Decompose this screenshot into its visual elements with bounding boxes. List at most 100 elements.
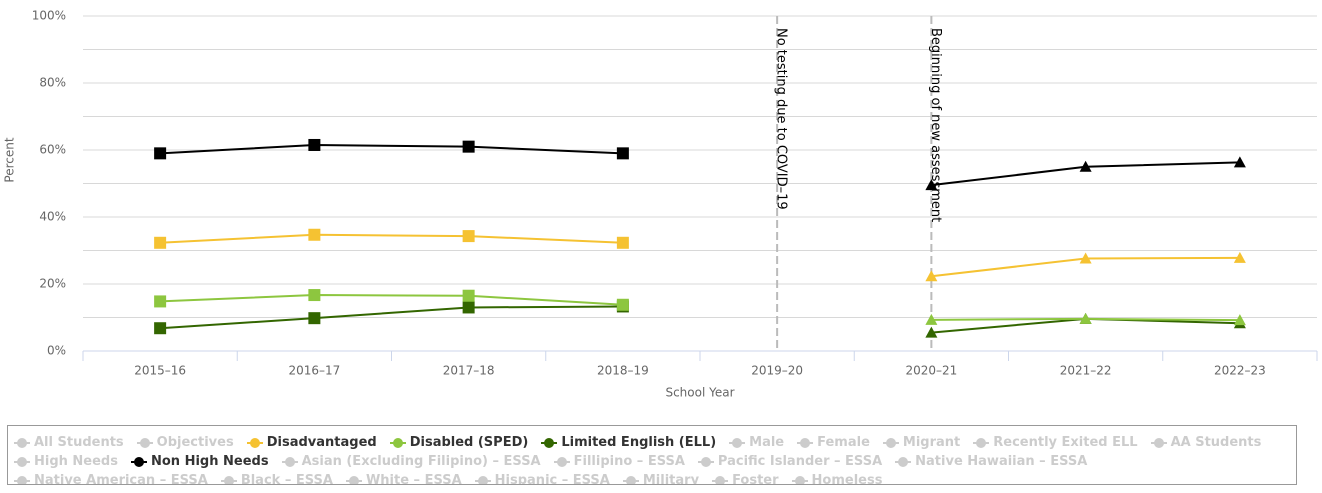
legend-label: Native Hawaiian – ESSA	[915, 454, 1088, 469]
legend-item[interactable]: Male	[729, 434, 784, 451]
legend-label: Hispanic – ESSA	[494, 473, 610, 485]
series-line	[160, 143, 1240, 187]
x-tick-label: 2017–18	[443, 364, 495, 378]
marker	[154, 236, 167, 249]
legend-symbol	[474, 475, 491, 484]
legend-dot	[885, 437, 896, 448]
legend-item[interactable]: Migrant	[882, 434, 961, 451]
legend-label: Recently Exited ELL	[993, 435, 1138, 450]
legend-item[interactable]: Fillipino – ESSA	[553, 453, 685, 470]
legend-symbol	[220, 475, 237, 484]
marker	[462, 140, 475, 153]
legend-item[interactable]: Native American – ESSA	[14, 472, 208, 485]
legend-dot	[800, 437, 811, 448]
marker	[1233, 251, 1246, 263]
legend-dot	[17, 437, 27, 448]
x-tick-label: 2019–20	[751, 364, 803, 378]
legend-dot	[17, 475, 27, 484]
marker	[308, 312, 321, 325]
legend-item[interactable]: Military	[622, 472, 700, 485]
legend-dot	[348, 475, 359, 484]
legend-item[interactable]: Foster	[712, 472, 779, 485]
legend-item[interactable]: Pacific Islander – ESSA	[697, 453, 883, 470]
legend-item[interactable]: Hispanic – ESSA	[474, 472, 610, 485]
marker	[1233, 156, 1246, 168]
marker	[308, 228, 321, 241]
legend-item[interactable]: Disadvantaged	[246, 434, 377, 451]
legend-label: AA Students	[1170, 435, 1262, 450]
legend-dot	[898, 456, 909, 467]
marker	[1079, 252, 1092, 264]
marker	[925, 313, 938, 325]
legend: All Students Objectives Disadvantaged Disab…	[7, 425, 1297, 485]
legend-label: Male	[749, 435, 785, 450]
x-tick-label: 2018–19	[597, 364, 649, 378]
marker	[1079, 312, 1092, 324]
marker	[616, 236, 629, 249]
legend-symbol	[712, 475, 729, 484]
legend-label: Black – ESSA	[240, 473, 333, 485]
legend-label: Asian (Excluding Filipino) – ESSA	[301, 454, 541, 469]
series-line	[160, 233, 1240, 278]
legend-label: Fillipino – ESSA	[573, 454, 685, 469]
legend-symbol	[345, 475, 362, 484]
legend-item[interactable]: Disabled (SPED)	[389, 434, 529, 451]
marker	[925, 270, 938, 282]
marker	[616, 147, 629, 160]
legend-label: Migrant	[902, 435, 961, 450]
x-axis-label: School Year	[665, 386, 734, 400]
legend-label: Homeless	[811, 473, 883, 485]
marker	[1079, 160, 1092, 172]
legend-dot	[223, 475, 234, 484]
legend-dot	[392, 437, 403, 448]
legend-label: Native American – ESSA	[34, 473, 208, 485]
legend-symbol	[895, 456, 912, 467]
legend-label: Pacific Islander – ESSA	[717, 454, 883, 469]
legend-symbol	[697, 456, 714, 467]
legend-symbol	[882, 437, 899, 448]
marker	[1233, 314, 1246, 326]
legend-label: White – ESSA	[365, 473, 462, 485]
legend-item[interactable]: Native Hawaiian – ESSA	[895, 453, 1087, 470]
legend-symbol	[246, 437, 263, 448]
legend-dot	[139, 437, 150, 448]
legend-item[interactable]: Female	[797, 434, 870, 451]
marker	[308, 289, 321, 302]
x-tick-label: 2021–22	[1060, 364, 1112, 378]
legend-item[interactable]: AA Students	[1150, 434, 1262, 451]
legend-item[interactable]: Objectives	[136, 434, 234, 451]
legend-dot	[794, 475, 805, 484]
y-tick-label: 20%	[39, 277, 66, 291]
marker	[925, 179, 938, 191]
marker	[462, 301, 475, 314]
legend-dot	[1153, 437, 1164, 448]
marker	[616, 298, 629, 311]
legend-symbol	[797, 437, 814, 448]
y-tick-label: 40%	[39, 210, 66, 224]
series-line	[160, 294, 1240, 322]
legend-item[interactable]: Non High Needs	[130, 453, 269, 470]
legend-item[interactable]: Recently Exited ELL	[973, 434, 1138, 451]
y-tick-label: 100%	[32, 9, 66, 23]
legend-label: Disabled (SPED)	[409, 435, 529, 450]
legend-dot	[732, 437, 743, 448]
legend-dot	[976, 437, 987, 448]
legend-dot	[556, 456, 567, 467]
legend-item[interactable]: All Students	[14, 434, 124, 451]
legend-item[interactable]: Limited English (ELL)	[541, 434, 716, 451]
legend-item[interactable]: Homeless	[791, 472, 883, 485]
legend-label: Military	[642, 473, 700, 485]
legend-label: Disadvantaged	[266, 435, 377, 450]
legend-label: Foster	[732, 473, 779, 485]
legend-item[interactable]: Black – ESSA	[220, 472, 333, 485]
legend-item[interactable]: White – ESSA	[345, 472, 462, 485]
legend-symbol	[14, 475, 30, 484]
marker	[154, 295, 167, 308]
legend-label: Limited English (ELL)	[561, 435, 717, 450]
legend-item[interactable]: High Needs	[14, 453, 118, 470]
legend-symbol	[389, 437, 406, 448]
legend-item[interactable]: Asian (Excluding Filipino) – ESSA	[281, 453, 541, 470]
legend-symbol	[136, 437, 153, 448]
legend-dot	[625, 475, 636, 484]
